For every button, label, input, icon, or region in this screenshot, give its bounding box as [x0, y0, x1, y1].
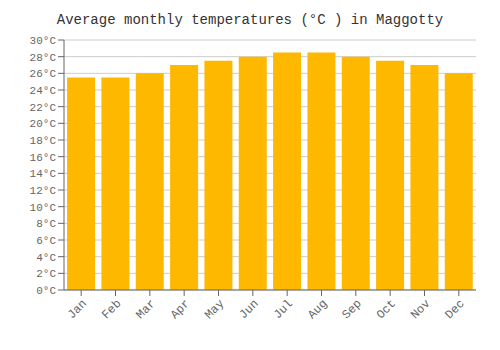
svg-text:Aug: Aug	[305, 297, 330, 322]
svg-text:16°C: 16°C	[30, 152, 57, 164]
svg-text:Mar: Mar	[134, 297, 159, 322]
svg-text:Apr: Apr	[168, 297, 193, 322]
svg-text:28°C: 28°C	[30, 52, 57, 64]
svg-text:12°C: 12°C	[30, 185, 57, 197]
svg-text:Oct: Oct	[374, 297, 399, 322]
svg-text:May: May	[202, 297, 227, 322]
svg-text:14°C: 14°C	[30, 168, 57, 180]
svg-text:Jul: Jul	[271, 297, 296, 322]
svg-text:30°C: 30°C	[30, 35, 57, 47]
svg-text:Jan: Jan	[65, 297, 90, 322]
svg-text:20°C: 20°C	[30, 118, 57, 130]
svg-text:Nov: Nov	[408, 297, 433, 322]
svg-text:Dec: Dec	[443, 297, 468, 322]
svg-text:18°C: 18°C	[30, 135, 57, 147]
html-text:Average monthly temperatures (: Average monthly temperatures (°C ) in Ma…	[56, 12, 444, 28]
svg-text:10°C: 10°C	[30, 202, 57, 214]
svg-text:Jun: Jun	[237, 297, 262, 322]
svg-text:24°C: 24°C	[30, 85, 57, 97]
svg-text:6°C: 6°C	[36, 235, 56, 247]
svg-text:2°C: 2°C	[36, 268, 56, 280]
svg-text:Sep: Sep	[340, 297, 365, 322]
svg-text:4°C: 4°C	[36, 252, 56, 264]
svg-text:26°C: 26°C	[30, 68, 57, 80]
svg-text:8°C: 8°C	[36, 218, 56, 230]
svg-text:Feb: Feb	[99, 297, 124, 322]
svg-text:0°C: 0°C	[36, 285, 56, 297]
svg-text:22°C: 22°C	[30, 102, 57, 114]
